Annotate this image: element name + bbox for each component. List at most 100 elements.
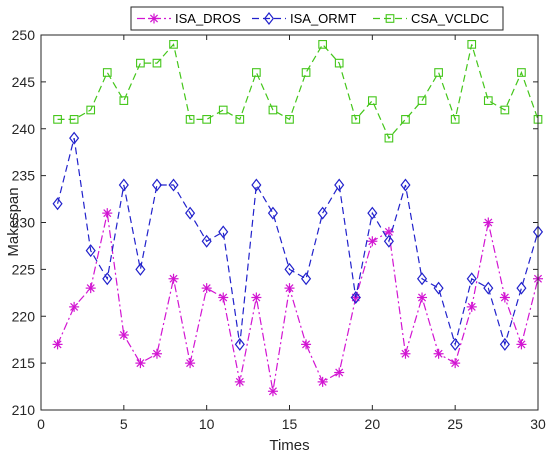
data-point-isa-dros <box>102 208 113 219</box>
data-point-isa-ormt <box>416 272 428 286</box>
series-line-csa-vcldc <box>57 43 539 140</box>
data-point-isa-ormt <box>499 337 510 351</box>
y-tick-label: 210 <box>12 402 36 418</box>
data-point-csa-vcldc <box>86 105 96 115</box>
data-point-isa-dros <box>317 376 328 387</box>
x-tick-label: 5 <box>120 416 128 432</box>
data-point-isa-dros <box>201 283 212 294</box>
data-point-isa-dros <box>450 358 461 369</box>
data-point-isa-dros <box>417 292 428 303</box>
legend-item-isa-dros: ISA_DROS <box>137 11 241 26</box>
data-point-isa-ormt <box>334 178 345 192</box>
legend-label: ISA_ORMT <box>290 11 357 26</box>
data-point-isa-dros <box>334 367 345 378</box>
data-point-isa-ormt <box>450 337 461 351</box>
data-point-csa-vcldc <box>268 105 278 115</box>
data-point-isa-ormt <box>400 178 411 192</box>
x-tick-label: 25 <box>447 416 463 432</box>
data-point-isa-ormt <box>85 244 96 258</box>
data-point-isa-ormt <box>267 206 278 220</box>
data-point-csa-vcldc <box>119 96 129 105</box>
x-tick-label: 15 <box>282 416 298 432</box>
legend-marker <box>149 13 159 24</box>
data-point-csa-vcldc <box>384 133 394 143</box>
data-point-isa-ormt <box>135 262 146 276</box>
legend-label: ISA_DROS <box>175 11 241 26</box>
legend-item-isa-ormt: ISA_ORMT <box>252 11 357 26</box>
axis-ticks: 0 5 10 15 20 25 30 210 215 220 225 230 235 240 245 250 <box>12 27 546 432</box>
data-point-isa-dros <box>234 376 245 387</box>
x-tick-label: 0 <box>37 416 45 432</box>
data-point-csa-vcldc <box>517 68 526 77</box>
data-point-csa-vcldc <box>152 58 162 68</box>
data-point-isa-ormt <box>151 178 163 192</box>
data-point-csa-vcldc <box>169 40 178 49</box>
x-tick-label: 30 <box>530 416 546 432</box>
data-point-isa-ormt <box>168 178 179 192</box>
data-point-csa-vcldc <box>318 40 327 49</box>
series-csa-vcldc <box>53 40 543 143</box>
data-point-isa-dros <box>483 217 494 228</box>
y-tick-label: 225 <box>12 261 36 277</box>
series-line-isa-ormt <box>56 137 539 347</box>
data-point-isa-dros <box>400 348 411 359</box>
data-point-isa-ormt <box>185 206 196 220</box>
data-point-isa-dros <box>516 339 527 350</box>
y-tick-label: 245 <box>12 74 36 90</box>
data-point-csa-vcldc <box>53 115 62 124</box>
data-point-csa-vcldc <box>285 115 294 124</box>
data-point-isa-dros <box>151 348 162 359</box>
data-point-isa-ormt <box>317 206 328 220</box>
data-point-csa-vcldc <box>136 58 145 68</box>
data-point-isa-dros <box>367 236 378 247</box>
series-isa-ormt <box>52 131 544 351</box>
data-point-isa-dros <box>185 358 196 369</box>
data-point-isa-dros <box>218 292 229 303</box>
data-point-csa-vcldc <box>351 115 361 124</box>
data-point-isa-dros <box>433 348 444 359</box>
data-point-isa-ormt <box>466 272 477 286</box>
data-point-csa-vcldc <box>417 96 427 105</box>
data-point-csa-vcldc <box>401 115 410 124</box>
data-point-isa-ormt <box>367 206 378 220</box>
data-point-isa-ormt <box>516 281 527 295</box>
data-point-isa-ormt <box>301 272 312 286</box>
data-point-isa-dros <box>301 339 312 350</box>
data-point-csa-vcldc <box>218 105 228 115</box>
data-point-csa-vcldc <box>500 105 510 115</box>
data-point-isa-dros <box>85 283 96 294</box>
data-point-isa-dros <box>267 386 278 397</box>
data-point-isa-dros <box>69 301 80 312</box>
data-point-isa-ormt <box>350 291 361 304</box>
data-point-isa-ormt <box>118 178 129 192</box>
data-point-isa-ormt <box>383 234 394 248</box>
data-point-isa-ormt <box>102 272 113 286</box>
legend-label: CSA_VCLDC <box>411 11 489 26</box>
data-point-isa-ormt <box>284 262 295 276</box>
data-point-csa-vcldc <box>483 96 493 105</box>
data-point-isa-dros <box>284 283 295 294</box>
data-point-isa-ormt <box>433 281 444 295</box>
legend-box <box>130 6 504 31</box>
data-point-isa-dros <box>118 330 129 340</box>
data-point-csa-vcldc <box>235 115 245 124</box>
data-point-isa-dros <box>168 273 179 284</box>
y-tick-label: 215 <box>12 355 36 371</box>
data-point-csa-vcldc <box>367 96 377 105</box>
data-point-isa-dros <box>135 358 146 369</box>
data-point-csa-vcldc <box>450 115 460 124</box>
data-point-csa-vcldc <box>467 40 477 49</box>
data-point-isa-dros <box>251 292 262 303</box>
data-point-isa-ormt <box>234 337 245 351</box>
legend: ISA_DROS ISA_ORMT CSA_VCLDC <box>130 6 504 31</box>
x-tick-label: 10 <box>199 416 215 432</box>
legend-marker <box>263 12 275 25</box>
data-point-isa-dros <box>52 339 63 350</box>
data-point-csa-vcldc <box>69 115 79 124</box>
x-axis-label: Times <box>269 437 309 454</box>
data-point-csa-vcldc <box>202 115 212 124</box>
data-point-csa-vcldc <box>434 68 443 77</box>
y-axis-label: Makespan <box>5 187 22 256</box>
data-point-csa-vcldc <box>102 68 112 77</box>
